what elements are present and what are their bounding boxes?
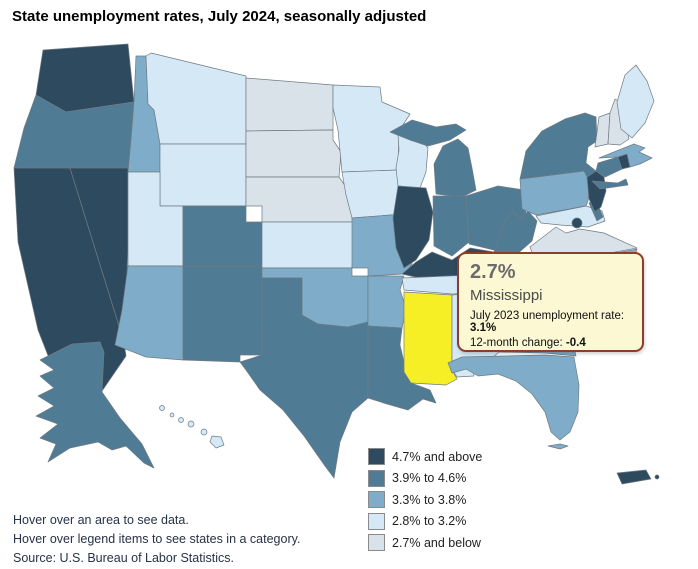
state-IL[interactable] <box>392 185 434 269</box>
legend-item-cat4[interactable]: 2.8% to 3.2% <box>368 511 482 533</box>
state-VT[interactable] <box>594 112 611 148</box>
legend-item-cat2[interactable]: 3.9% to 4.6% <box>368 468 482 490</box>
legend-item-cat5[interactable]: 2.7% and below <box>368 532 482 554</box>
state-HI-island5[interactable] <box>200 428 208 436</box>
state-KS[interactable] <box>261 221 357 269</box>
tooltip-state-name: Mississippi <box>470 287 543 304</box>
state-MD[interactable] <box>535 205 606 228</box>
state-WY[interactable] <box>159 143 247 207</box>
state-PR-island2[interactable] <box>654 474 660 480</box>
state-IN[interactable] <box>432 195 470 257</box>
legend-label-cat1: 4.7% and above <box>392 449 483 464</box>
state-MA[interactable] <box>598 143 653 168</box>
state-NJ[interactable] <box>586 170 607 213</box>
state-NM[interactable] <box>182 265 263 363</box>
state-HI-island2[interactable] <box>169 412 175 418</box>
florida-keys[interactable] <box>547 443 569 450</box>
tooltip: 2.7% Mississippi July 2023 unemployment … <box>457 252 644 352</box>
state-HI-big-island[interactable] <box>209 435 225 449</box>
state-PR[interactable] <box>616 469 652 485</box>
state-MS-highlighted[interactable] <box>403 291 458 386</box>
state-MT[interactable] <box>145 52 247 145</box>
state-ND[interactable] <box>245 77 334 132</box>
legend: 4.7% and above 3.9% to 4.6% 3.3% to 3.8%… <box>368 446 482 554</box>
state-SD[interactable] <box>245 129 342 178</box>
legend-swatch-cat3 <box>368 491 385 509</box>
legend-swatch-cat5 <box>368 534 385 552</box>
state-CO[interactable] <box>182 205 263 267</box>
long-island[interactable] <box>591 178 629 190</box>
state-MI-upper-peninsula[interactable] <box>389 119 467 147</box>
legend-swatch-cat4 <box>368 512 385 530</box>
state-FL[interactable] <box>447 354 580 441</box>
state-NY[interactable] <box>519 112 598 180</box>
state-AR[interactable] <box>367 275 407 329</box>
legend-label-cat3: 3.3% to 3.8% <box>392 492 467 507</box>
state-MI[interactable] <box>433 138 477 198</box>
state-TX[interactable] <box>239 277 369 479</box>
tooltip-previous-rate: July 2023 unemployment rate: 3.1% <box>470 310 625 334</box>
state-NE[interactable] <box>245 176 357 223</box>
legend-label-cat5: 2.7% and below <box>392 535 481 550</box>
hint-hover-legend: Hover over legend items to see states in… <box>13 532 301 546</box>
state-HI-island1[interactable] <box>159 405 165 411</box>
page-title: State unemployment rates, July 2024, sea… <box>12 8 427 25</box>
state-MN[interactable] <box>332 84 411 173</box>
legend-item-cat3[interactable]: 3.3% to 3.8% <box>368 489 482 511</box>
source-note: Source: U.S. Bureau of Labor Statistics. <box>13 551 234 565</box>
state-CT[interactable] <box>595 156 623 178</box>
state-HI-island4[interactable] <box>187 420 195 428</box>
tooltip-rate: 2.7% <box>470 261 516 283</box>
hint-hover-area: Hover over an area to see data. <box>13 513 189 527</box>
state-LA[interactable] <box>367 325 437 411</box>
legend-swatch-cat2 <box>368 469 385 487</box>
state-DC-marker[interactable] <box>571 217 583 229</box>
tooltip-12-month-change: 12-month change: -0.4 <box>470 337 586 349</box>
state-WA[interactable] <box>35 43 135 113</box>
legend-item-cat1[interactable]: 4.7% and above <box>368 446 482 468</box>
state-HI-island3[interactable] <box>178 417 184 423</box>
state-AK[interactable] <box>35 341 155 469</box>
legend-label-cat2: 3.9% to 4.6% <box>392 471 467 486</box>
legend-label-cat4: 2.8% to 3.2% <box>392 514 467 529</box>
legend-swatch-cat1 <box>368 448 385 466</box>
footer-notes: Hover over an area to see data. Hover ov… <box>13 511 300 568</box>
state-ME[interactable] <box>616 64 655 139</box>
